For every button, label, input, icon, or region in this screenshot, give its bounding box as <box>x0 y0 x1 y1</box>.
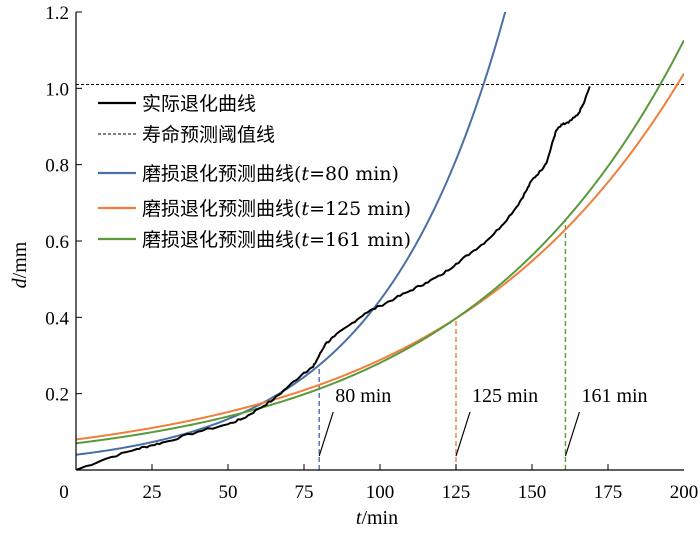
x-tick-label: 50 <box>219 482 238 503</box>
x-tick-label: 175 <box>594 482 623 503</box>
legend: 实际退化曲线 寿命预测阈值线 磨损退化预测曲线(t=80 min) 磨损退化预测… <box>98 93 411 251</box>
y-tick-label: 0.4 <box>45 308 69 329</box>
y-axis-label: d/mm <box>9 241 31 288</box>
x-tick-label: 150 <box>518 482 547 503</box>
legend-label-threshold: 寿命预测阈值线 <box>142 124 275 146</box>
y-tick-label: 0.6 <box>45 232 69 253</box>
legend-label-pred-161: 磨损退化预测曲线(t=161 min) <box>142 229 411 251</box>
marker-label-161: 161 min <box>581 385 647 407</box>
marker-leader-125 <box>455 411 471 457</box>
y-tick-label: 0.2 <box>45 385 69 406</box>
pred-curve-2 <box>76 72 684 441</box>
y-tick-label: 0.8 <box>45 156 69 177</box>
x-tick-label: 200 <box>670 482 699 503</box>
pred-curve-3 <box>76 39 684 445</box>
y-tick-label: 1.2 <box>45 3 69 24</box>
legend-label-actual: 实际退化曲线 <box>142 93 256 115</box>
x-tick-label: 100 <box>366 482 395 503</box>
marker-label-125: 125 min <box>472 385 538 407</box>
marker-leader-161 <box>564 411 581 457</box>
x-tick-label: 0 <box>59 482 69 503</box>
legend-label-pred-125: 磨损退化预测曲线(t=125 min) <box>142 198 411 220</box>
actual-curve <box>76 86 591 470</box>
axis-ticks: 0 25 50 75 100 125 150 175 200 0.2 0.4 0.6 0.8 1.0 1.2 <box>45 3 698 503</box>
marker-label-80: 80 min <box>335 385 391 407</box>
y-tick-label: 1.0 <box>45 79 69 100</box>
x-tick-label: 25 <box>143 482 162 503</box>
x-tick-label: 125 <box>442 482 471 503</box>
pred-curve-1 <box>76 12 507 456</box>
x-tick-label: 75 <box>295 482 314 503</box>
marker-leader-80 <box>318 411 334 457</box>
x-axis-label: t/min <box>356 507 398 529</box>
legend-label-pred-80: 磨损退化预测曲线(t=80 min) <box>142 163 399 185</box>
